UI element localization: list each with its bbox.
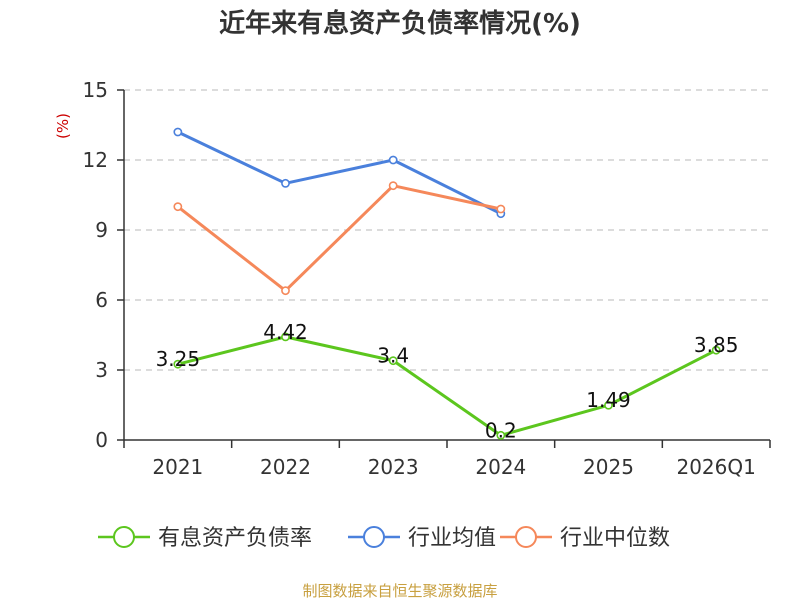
legend-label: 有息资产负债率 <box>158 526 312 551</box>
legend-label: 行业均值 <box>408 526 496 551</box>
data-label: 3.4 <box>377 344 409 368</box>
data-label: 4.42 <box>263 320 308 344</box>
data-label: 3.85 <box>694 333 739 357</box>
data-point <box>173 359 183 369</box>
y-axis-unit: (%) <box>54 113 72 139</box>
data-point <box>173 127 183 137</box>
data-point <box>604 400 613 410</box>
x-tick-label: 2026Q1 <box>676 455 755 479</box>
series-line <box>176 184 502 293</box>
x-tick-label: 2023 <box>368 455 419 479</box>
data-labels: 3.25 4.42 3.4 0.2 1.49 3.85 <box>156 320 739 442</box>
data-point <box>281 286 290 296</box>
data-point <box>388 356 398 366</box>
data-point <box>173 202 183 212</box>
x-tick-label: 2021 <box>152 455 203 479</box>
legend-item[interactable]: 行业均值 <box>348 526 496 551</box>
legend-label: 行业中位数 <box>560 526 670 551</box>
legend-marker <box>113 526 135 548</box>
data-point <box>388 181 398 191</box>
y-tick-label: 12 <box>83 148 108 172</box>
data-point <box>388 155 398 165</box>
y-tick-label: 6 <box>95 288 108 312</box>
series-line <box>177 335 717 437</box>
data-point <box>496 430 506 440</box>
y-tick-label: 0 <box>95 428 108 452</box>
data-label: 3.25 <box>156 347 201 371</box>
legend-marker <box>515 526 537 548</box>
data-point <box>711 345 721 355</box>
source-note: 制图数据来自恒生聚源数据库 <box>302 582 497 600</box>
series-lines <box>173 127 721 440</box>
y-tick-label: 3 <box>95 358 108 382</box>
legend: 有息资产负债率 行业均值 行业中位数 <box>98 526 670 551</box>
chart-title: 近年来有息资产负债率情况(%) <box>219 8 581 39</box>
legend-marker <box>363 526 385 548</box>
legend-item[interactable]: 有息资产负债率 <box>98 526 312 551</box>
data-point <box>281 178 290 188</box>
x-tick-label: 2024 <box>475 455 526 479</box>
series-line <box>177 130 502 216</box>
y-tick-label: 15 <box>83 78 108 102</box>
data-point <box>496 204 506 214</box>
gridlines <box>124 89 770 371</box>
data-label: 1.49 <box>586 388 631 412</box>
y-tick-label: 9 <box>95 218 108 242</box>
data-label: 0.2 <box>485 418 517 442</box>
axes: 0 3 6 9 12 15 2021 2022 2023 2024 2025 2026Q1 <box>83 78 771 479</box>
x-tick-label: 2025 <box>583 455 634 479</box>
legend-item[interactable]: 行业中位数 <box>500 526 670 551</box>
data-point <box>281 332 290 342</box>
x-tick-label: 2022 <box>260 455 311 479</box>
